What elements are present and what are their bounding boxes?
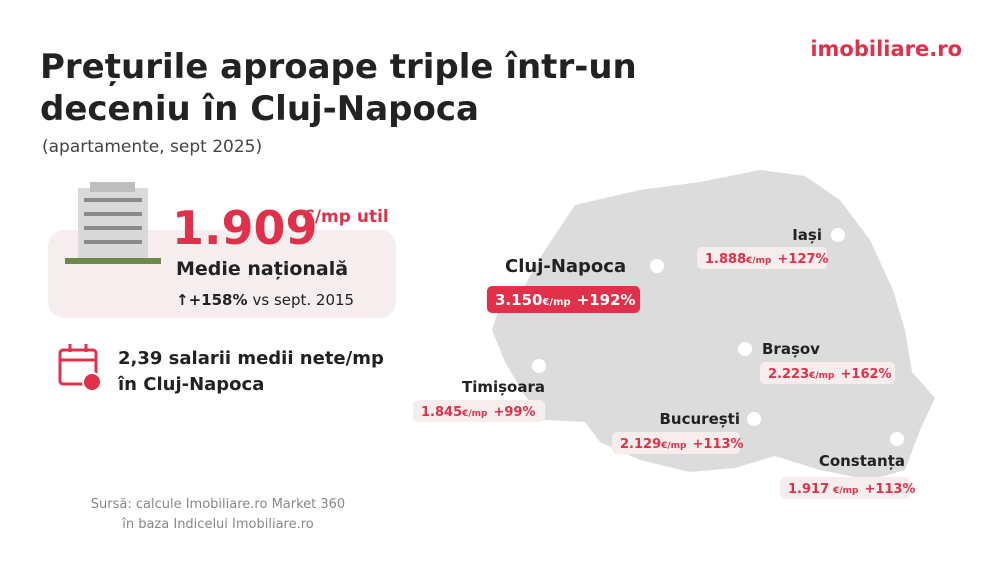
national-label: Medie națională [176,258,348,280]
salary-line: în Cluj-Napoca [117,374,264,395]
city-change: +99% [494,405,536,420]
city-badge [413,400,545,422]
national-change-line: ↑+158% vs sept. 2015 [176,291,354,309]
city-unit: €/mp [832,486,859,496]
city-dot [831,228,845,242]
city-dot [890,432,904,446]
city-stats: 1.917 €/mp +113% [788,482,916,497]
city-price: 1.917 [788,482,829,497]
city-price: 2.223 [768,367,809,382]
city-dot [532,359,546,373]
national-change-note: vs sept. 2015 [252,291,354,309]
city-badge [697,247,827,269]
national-price: 1.909 [172,201,318,255]
city-price: 1.888 [705,252,746,267]
romania-map [492,170,935,480]
city-unit: €/mp [461,409,488,419]
city-badge [780,477,910,499]
subtitle: (apartamente, sept 2025) [42,137,262,157]
city-unit: €/mp [745,256,772,266]
calendar-icon [58,344,102,392]
city-stats: 2.129€/mp +113% [620,437,744,452]
city-price: 1.845 [421,405,462,420]
city-change: +192% [577,291,636,309]
city-stats: 1.845€/mp +99% [421,405,536,420]
city-stats: 1.888€/mp +127% [705,252,829,267]
building-icon [65,182,161,264]
city-change: +162% [841,367,892,382]
city-badge [760,362,895,384]
city-change: +113% [865,482,916,497]
city-price: 2.129 [620,437,661,452]
city-badge [487,286,640,313]
city-name: București [660,410,741,428]
city-name: Timișoara [462,378,545,396]
city-name: Cluj-Napoca [505,256,626,277]
city-dot [747,412,761,426]
city-unit: €/mp [541,297,570,308]
source-line: în baza Indicelui Imobiliare.ro [121,517,314,532]
city-stats: 3.150€/mp +192% [495,291,636,309]
city-dot [650,259,664,273]
national-unit: €/mp util [302,207,389,227]
salary-line: 2,39 salarii medii nete/mp [118,348,384,369]
national-change: ↑+158% [176,291,247,309]
title-line: deceniu în Cluj-Napoca [40,89,479,129]
city-name: Iași [792,226,822,244]
logo: imobiliare.ro [810,37,962,61]
city-stats: 2.223€/mp +162% [768,367,892,382]
city-change: +127% [778,252,829,267]
city-name: Brașov [762,340,820,358]
source-line: Sursă: calcule Imobiliare.ro Market 360 [91,497,345,512]
city-change: +113% [693,437,744,452]
city-name: Constanța [819,452,905,470]
city-price: 3.150 [495,291,542,309]
city-badge [612,432,740,454]
city-unit: €/mp [808,371,835,381]
city-dot [738,342,752,356]
city-unit: €/mp [660,441,687,451]
title-line: Prețurile aproape triple într-un [40,47,637,87]
